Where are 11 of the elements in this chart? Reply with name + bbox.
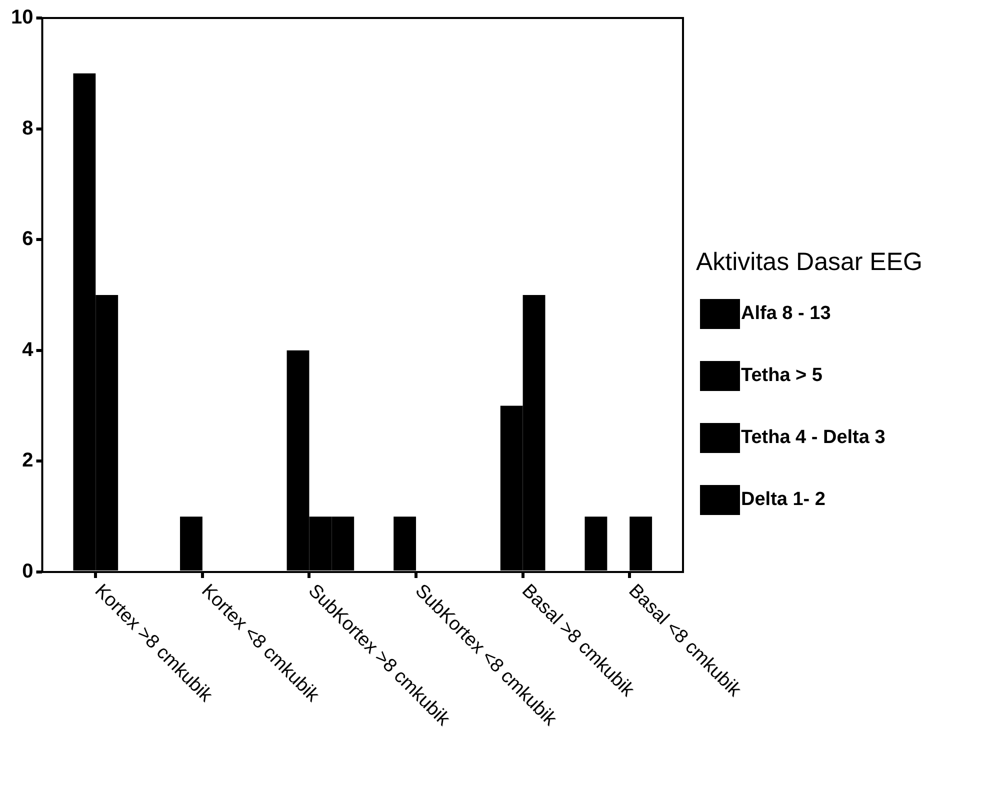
- y-tick-label: 10: [10, 6, 34, 29]
- y-tick-label: 4: [22, 338, 34, 361]
- legend-label: Tetha 4 - Delta 3: [741, 427, 886, 449]
- legend-label: Delta 1- 2: [741, 489, 826, 511]
- legend-label: Alfa 8 - 13: [741, 303, 831, 325]
- y-tick-label: 6: [22, 228, 34, 250]
- legend-title: Aktivitas Dasar EEG: [696, 248, 922, 277]
- legend-label: Tetha > 5: [741, 365, 822, 387]
- y-tick-label: 2: [22, 450, 34, 472]
- y-tick-label: 8: [22, 117, 34, 140]
- y-tick-label: 0: [22, 560, 34, 583]
